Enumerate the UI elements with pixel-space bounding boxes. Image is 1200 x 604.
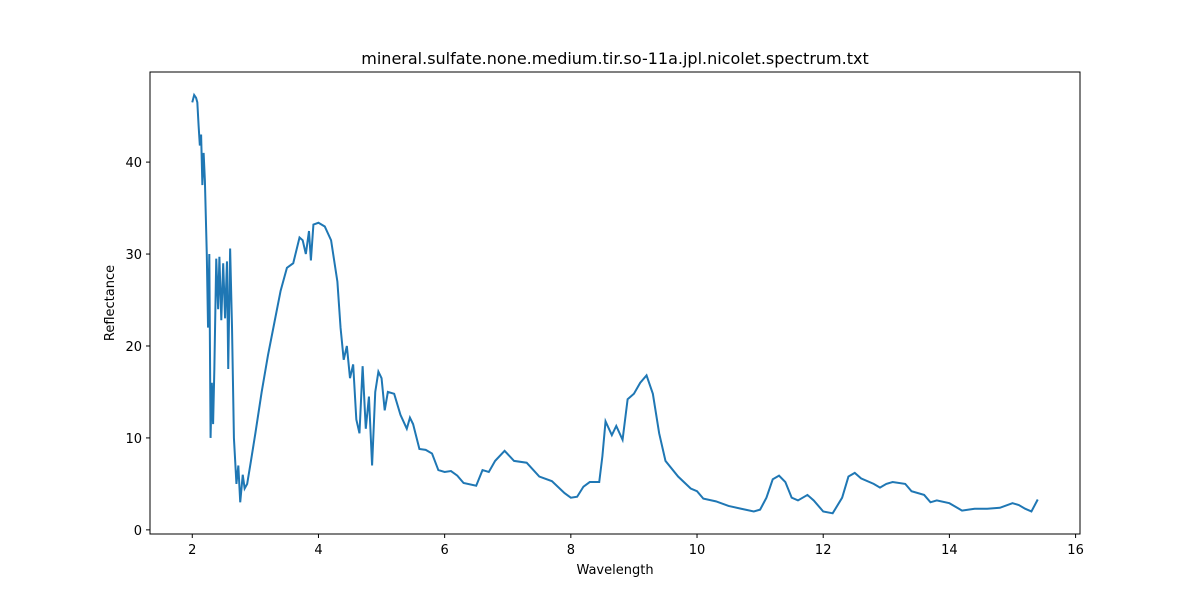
x-tick-label: 8: [567, 543, 575, 558]
y-tick-label: 20: [125, 340, 142, 355]
y-tick-label: 10: [125, 432, 142, 447]
chart-title: mineral.sulfate.none.medium.tir.so-11a.j…: [361, 49, 868, 68]
x-tick-label: 6: [441, 543, 449, 558]
x-tick-label: 4: [314, 543, 322, 558]
x-tick-label: 2: [188, 543, 196, 558]
x-tick-label: 10: [689, 543, 706, 558]
x-tick-label: 12: [815, 543, 832, 558]
y-tick-label: 40: [125, 156, 142, 171]
y-tick-label: 30: [125, 248, 142, 263]
plot-frame: [149, 71, 1081, 535]
data-line: [191, 92, 1039, 515]
x-tick-label: 16: [1067, 543, 1084, 558]
y-axis-label: Reflectance: [103, 265, 118, 341]
x-tick-label: 14: [941, 543, 958, 558]
y-tick-label: 0: [134, 524, 142, 539]
x-axis-label: Wavelength: [576, 563, 653, 578]
